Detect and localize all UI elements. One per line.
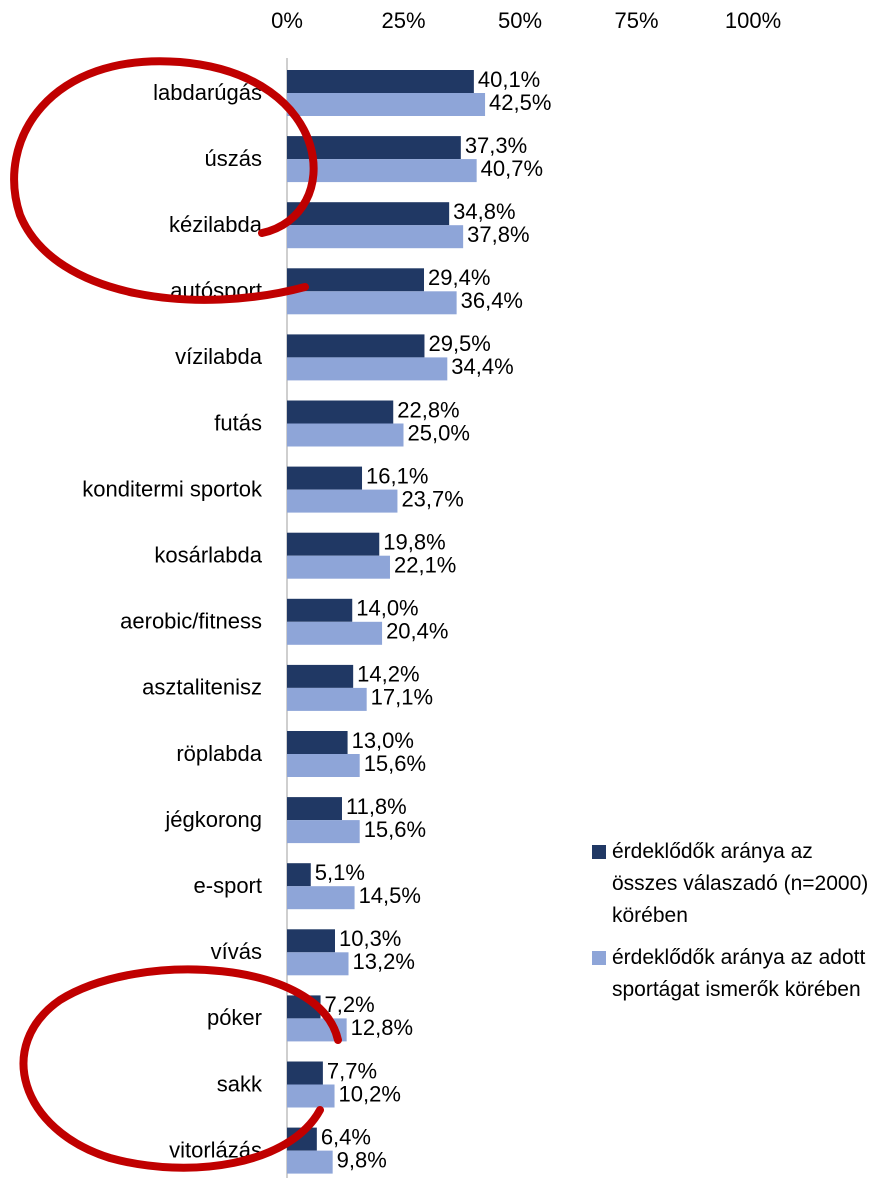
legend-label: érdeklődők aránya az adott sportágat ism… xyxy=(612,946,866,1001)
data-label: 16,1% xyxy=(366,463,428,488)
category-label: e-sport xyxy=(194,873,262,898)
data-label: 7,7% xyxy=(327,1058,377,1083)
bar xyxy=(287,598,353,622)
annotation-circle xyxy=(19,965,342,1172)
bar xyxy=(287,952,349,976)
bar xyxy=(287,929,335,953)
legend-swatch xyxy=(592,845,606,859)
data-label: 17,1% xyxy=(371,685,433,710)
bar xyxy=(287,400,394,424)
category-label: röplabda xyxy=(176,741,262,766)
data-label: 42,5% xyxy=(489,90,551,115)
bar xyxy=(287,664,354,688)
bar xyxy=(287,1061,323,1085)
data-label: 37,3% xyxy=(465,133,527,158)
legend-swatch xyxy=(592,951,606,965)
data-label: 22,8% xyxy=(397,397,459,422)
x-tick-label: 75% xyxy=(614,8,658,33)
category-label: vízilabda xyxy=(175,344,263,369)
bar xyxy=(287,863,311,887)
data-label: 9,8% xyxy=(337,1147,387,1172)
data-label: 29,4% xyxy=(428,265,490,290)
bar xyxy=(287,555,390,579)
bar xyxy=(287,1084,335,1108)
data-label: 11,8% xyxy=(346,794,407,819)
bar xyxy=(287,754,360,777)
bar xyxy=(287,70,474,93)
data-label: 7,2% xyxy=(325,992,375,1017)
data-label: 10,2% xyxy=(339,1081,401,1106)
data-label: 25,0% xyxy=(408,420,470,445)
data-label: 23,7% xyxy=(401,486,463,511)
category-label: úszás xyxy=(205,146,262,171)
data-label: 6,4% xyxy=(321,1124,371,1149)
category-label: asztalitenisz xyxy=(142,675,262,700)
data-label: 40,1% xyxy=(478,67,540,92)
data-label: 36,4% xyxy=(461,288,523,313)
category-label: labdarúgás xyxy=(153,80,262,105)
data-label: 34,4% xyxy=(451,354,513,379)
category-label: konditermi sportok xyxy=(82,476,263,501)
data-label: 14,2% xyxy=(357,662,419,687)
bar xyxy=(287,357,448,381)
bar xyxy=(287,334,425,358)
category-label: aerobic/fitness xyxy=(120,609,262,634)
legend-item: érdeklődők aránya az összes válaszadó (n… xyxy=(592,836,872,932)
category-label: jégkorong xyxy=(164,807,262,832)
data-label: 15,6% xyxy=(364,751,426,776)
x-tick-label: 25% xyxy=(381,8,425,33)
data-label: 13,0% xyxy=(352,728,414,753)
data-label: 13,2% xyxy=(353,949,415,974)
data-label: 5,1% xyxy=(315,860,365,885)
data-label: 29,5% xyxy=(428,331,490,356)
bar xyxy=(287,621,383,645)
bar xyxy=(287,291,457,315)
data-label: 14,5% xyxy=(359,883,421,908)
data-label: 12,8% xyxy=(351,1015,413,1040)
data-label: 22,1% xyxy=(394,553,456,578)
bar xyxy=(287,687,367,711)
annotation-circle xyxy=(10,57,318,304)
category-label: sakk xyxy=(217,1071,263,1096)
data-label: 10,3% xyxy=(339,926,401,951)
bar xyxy=(287,159,477,183)
category-label: futás xyxy=(214,410,262,435)
bar xyxy=(287,532,380,556)
x-tick-label: 0% xyxy=(271,8,303,33)
data-label: 20,4% xyxy=(386,619,448,644)
bar xyxy=(287,489,398,513)
bar xyxy=(287,136,461,160)
data-label: 14,0% xyxy=(356,596,418,621)
bar xyxy=(287,268,425,292)
bar xyxy=(287,423,404,447)
category-label: kosárlabda xyxy=(154,543,262,568)
bar xyxy=(287,797,342,821)
legend-label: érdeklődők aránya az összes válaszadó (n… xyxy=(612,840,869,927)
data-label: 15,6% xyxy=(364,817,426,842)
bar xyxy=(287,466,363,490)
x-tick-label: 50% xyxy=(498,8,542,33)
bar xyxy=(287,1150,333,1174)
legend-item: érdeklődők aránya az adott sportágat ism… xyxy=(592,942,872,1006)
bar xyxy=(287,820,360,844)
data-label: 40,7% xyxy=(481,156,543,181)
bar xyxy=(287,886,355,910)
bar xyxy=(287,202,450,226)
x-tick-label: 100% xyxy=(725,8,781,33)
category-label: kézilabda xyxy=(169,212,263,237)
category-label: póker xyxy=(207,1005,262,1030)
data-label: 34,8% xyxy=(453,199,515,224)
data-label: 37,8% xyxy=(467,222,529,247)
bar xyxy=(287,225,464,249)
bar xyxy=(287,731,348,754)
bar xyxy=(287,93,486,116)
category-label: vívás xyxy=(211,939,262,964)
data-label: 19,8% xyxy=(383,530,445,555)
